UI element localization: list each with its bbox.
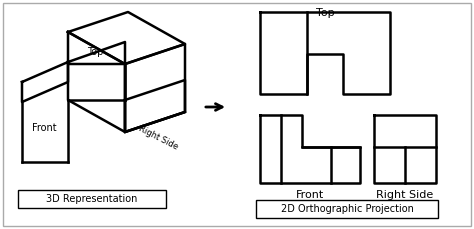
Text: Right Side: Right Side: [137, 124, 179, 152]
Text: Front: Front: [32, 123, 56, 133]
Text: Front: Front: [296, 190, 324, 200]
FancyBboxPatch shape: [18, 190, 166, 208]
Text: 3D Representation: 3D Representation: [46, 194, 137, 204]
FancyBboxPatch shape: [256, 200, 438, 218]
Text: Right Side: Right Side: [376, 190, 434, 200]
Text: Top: Top: [316, 8, 334, 18]
Text: 2D Orthographic Projection: 2D Orthographic Projection: [281, 204, 413, 214]
Text: Top: Top: [87, 47, 103, 57]
